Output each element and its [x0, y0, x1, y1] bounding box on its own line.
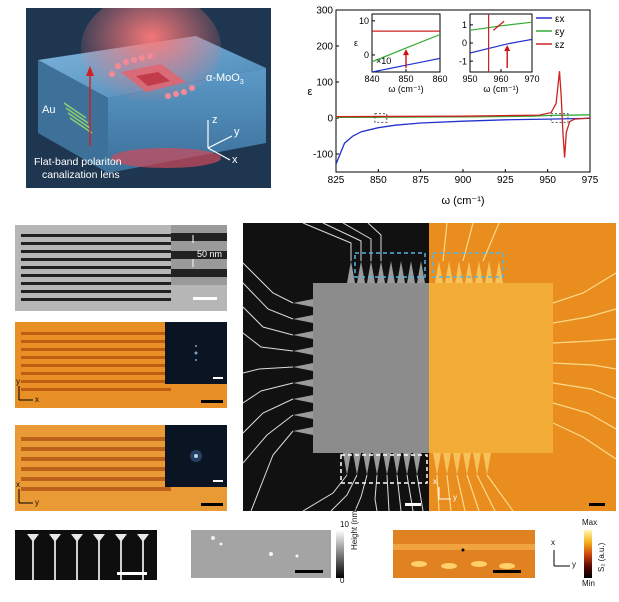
snom2-scalebar — [201, 503, 223, 506]
x-tick-label: 850 — [398, 74, 413, 84]
lens-label-line2: canalization lens — [42, 169, 120, 181]
axis-x-label: x — [232, 154, 238, 166]
snom-bottom-image — [393, 530, 535, 578]
inset-left-xlabel: ω (cm⁻¹) — [388, 84, 423, 94]
y-tick-label: 0 — [364, 50, 369, 60]
height-colorbar-min: 0 — [340, 576, 345, 585]
large-scalebar-left — [405, 503, 421, 506]
legend-label-εz: εz — [555, 40, 564, 51]
material-label: α-MoO3 — [206, 72, 244, 87]
y-tick-label: -100 — [313, 150, 333, 161]
sem-stripes — [21, 234, 171, 301]
dashed-box-top-right — [432, 252, 504, 278]
snom2-axis-z: x — [16, 480, 20, 489]
y-tick-label: 0 — [462, 38, 467, 48]
legend: εx εy εz — [536, 14, 564, 51]
x-tick-label: 900 — [455, 175, 472, 186]
series-εx — [336, 117, 590, 165]
series-εz — [336, 71, 590, 158]
zoom-box-right — [550, 113, 569, 123]
afm-scalebar — [295, 570, 323, 573]
sem-teeth-image — [15, 530, 157, 580]
snom1-axis-x: x — [35, 395, 39, 404]
inset-right: 950 960 970 -1 0 1 — [459, 13, 540, 84]
bottom-teeth — [343, 453, 421, 475]
snom1-scalebar — [201, 400, 223, 403]
inset-left-annotation: ×10 — [376, 56, 391, 66]
axis-z-label: z — [212, 114, 218, 126]
bottom-axis-x: x — [551, 538, 555, 547]
y-tick-label: 10 — [359, 16, 369, 26]
wires-right — [436, 223, 616, 511]
snom1-axis-y: y — [16, 377, 20, 386]
inset-left-arrowhead — [403, 49, 409, 56]
height-colorbar — [336, 530, 344, 578]
series-εy — [336, 114, 590, 118]
dashed-box-top-left — [354, 252, 426, 278]
sem-teeth-scalebar — [117, 572, 147, 575]
main-xlabel: ω (cm⁻¹) — [441, 195, 484, 207]
x-tick-label: 950 — [539, 175, 556, 186]
bottom-teeth-right — [433, 453, 491, 475]
inset-right-xlabel: ω (cm⁻¹) — [483, 84, 518, 94]
sem-scale-text: 50 nm — [197, 249, 223, 259]
sem-scalebar — [193, 297, 217, 300]
series-εx — [470, 38, 532, 54]
snom-grating-image-2: x y — [15, 425, 227, 511]
x-tick-label: 860 — [432, 74, 447, 84]
lens-chip — [109, 53, 195, 99]
dashed-box-bottom — [340, 454, 428, 484]
bottom-axes-indicator — [553, 550, 570, 567]
height-colorbar-max: 10 — [340, 520, 349, 529]
series-εy — [470, 21, 532, 31]
x-tick-label: 950 — [462, 74, 477, 84]
s2-colorbar-min: Min — [582, 579, 595, 588]
s2-colorbar-max: Max — [582, 518, 598, 527]
y-tick-label: 1 — [462, 20, 467, 30]
snom-grating-image-1: y x — [15, 322, 227, 408]
schematic-panel: α-MoO3 Au Flat-band polariton canalizati… — [26, 8, 271, 188]
central-pad — [313, 283, 429, 453]
large-scalebar-right — [589, 503, 605, 506]
s2-colorbar-label: S₂ (a.u.) — [597, 542, 606, 572]
x-tick-label: 875 — [412, 175, 429, 186]
snom-bottom-scalebar — [493, 570, 521, 573]
y-tick-label: 0 — [327, 114, 333, 125]
large-axis-x: x — [433, 477, 437, 486]
y-tick-label: 300 — [316, 6, 333, 17]
height-colorbar-label: Height (nm) — [350, 508, 359, 550]
inset-right-arrowhead-1 — [504, 45, 511, 51]
x-tick-label: 960 — [493, 74, 508, 84]
large-axis-y: y — [453, 493, 457, 502]
sem-grating-image: 50 nm — [15, 225, 227, 311]
x-tick-label: 925 — [497, 175, 514, 186]
lens-device-image: x y — [243, 223, 616, 511]
bottom-axis-y: y — [572, 560, 576, 569]
inset-left: 840 850 860 0 10 — [359, 13, 448, 84]
s2-colorbar — [584, 530, 592, 578]
inset-right-arrow-2 — [492, 20, 505, 31]
inset-left-ylabel: ε — [354, 38, 358, 48]
zoom-box-left — [374, 113, 388, 123]
x-tick-label: 970 — [524, 74, 539, 84]
legend-label-εy: εy — [555, 27, 564, 38]
afm-height-image — [191, 530, 331, 578]
legend-label-εx: εx — [555, 14, 564, 25]
main-ylabel: ε — [308, 86, 313, 98]
schematic-drawing — [26, 8, 271, 188]
axis-y-label: y — [234, 126, 240, 138]
x-tick-label: 840 — [364, 74, 379, 84]
snom2-axis-y: y — [35, 498, 39, 507]
y-tick-label: 100 — [316, 78, 333, 89]
x-tick-label: 850 — [370, 175, 387, 186]
lens-label-line1: Flat-band polariton — [34, 156, 122, 168]
au-label: Au — [42, 104, 56, 116]
x-tick-label: 825 — [328, 175, 345, 186]
series-εy — [372, 33, 440, 63]
x-tick-label: 975 — [582, 175, 599, 186]
y-tick-label: 200 — [316, 42, 333, 53]
y-tick-label: -1 — [459, 56, 467, 66]
